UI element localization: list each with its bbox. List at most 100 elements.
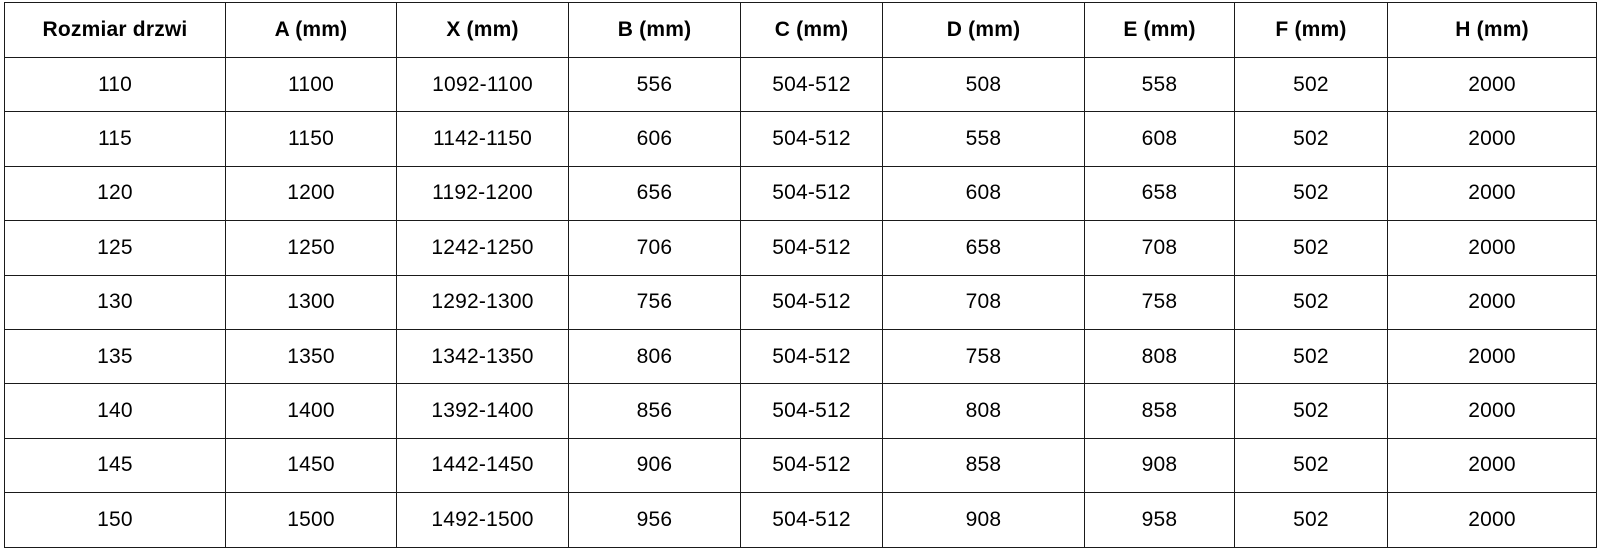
table-cell-r7-c2: 1442-1450 [396,437,569,494]
table-cell-r3-c0: 125 [4,220,226,276]
table-cell-r2-c1: 1200 [225,165,397,222]
table-cell-r5-c5: 758 [882,328,1085,385]
table-cell-r6-c2: 1392-1400 [396,383,569,439]
table-row: 125 1250 1242-1250 706 504-512 658 708 502 2000 [4,220,1597,276]
table-cell-r3-c5: 658 [882,220,1085,276]
table-cell-r0-c8: 2000 [1387,56,1597,113]
table-cell-r1-c0: 115 [4,111,226,167]
table-cell-r0-c0: 110 [4,56,226,113]
table-cell-r1-c1: 1150 [225,111,397,167]
table-cell-r6-c4: 504-512 [740,383,883,439]
table-cell-r2-c6: 658 [1084,165,1235,222]
table-row: 140 1400 1392-1400 856 504-512 808 858 502 2000 [4,383,1597,439]
table-cell-r6-c7: 502 [1234,383,1388,439]
column-header-8: H (mm) [1387,2,1597,58]
column-header-3: B (mm) [568,2,741,58]
table-cell-r3-c6: 708 [1084,220,1235,276]
table-cell-r5-c0: 135 [4,328,226,385]
table-cell-r6-c8: 2000 [1387,383,1597,439]
table-cell-r1-c3: 606 [568,111,741,167]
table-cell-r5-c2: 1342-1350 [396,328,569,385]
table-cell-r3-c1: 1250 [225,220,397,276]
table-cell-r4-c0: 130 [4,274,226,330]
table-cell-r7-c5: 858 [882,437,1085,494]
table-cell-r3-c4: 504-512 [740,220,883,276]
table-cell-r1-c8: 2000 [1387,111,1597,167]
table-cell-r7-c6: 908 [1084,437,1235,494]
table-header: Rozmiar drzwi A (mm) X (mm) B (mm) C (mm) D (… [4,2,1597,58]
table-cell-r4-c1: 1300 [225,274,397,330]
table-cell-r1-c2: 1142-1150 [396,111,569,167]
column-header-4: C (mm) [740,2,883,58]
table-cell-r1-c4: 504-512 [740,111,883,167]
table-cell-r7-c0: 145 [4,437,226,494]
table-cell-r8-c7: 502 [1234,492,1388,548]
column-header-2: X (mm) [396,2,569,58]
table-row: 110 1100 1092-1100 556 504-512 508 558 502 2000 [4,56,1597,113]
table-cell-r3-c8: 2000 [1387,220,1597,276]
table-row: 150 1500 1492-1500 956 504-512 908 958 502 2000 [4,492,1597,548]
table-cell-r2-c3: 656 [568,165,741,222]
table-cell-r8-c0: 150 [4,492,226,548]
table-cell-r0-c2: 1092-1100 [396,56,569,113]
table-cell-r4-c5: 708 [882,274,1085,330]
table-cell-r4-c2: 1292-1300 [396,274,569,330]
table-cell-r7-c3: 906 [568,437,741,494]
table-cell-r1-c5: 558 [882,111,1085,167]
table-cell-r2-c4: 504-512 [740,165,883,222]
table-cell-r0-c7: 502 [1234,56,1388,113]
column-header-0: Rozmiar drzwi [4,2,226,58]
table-cell-r7-c8: 2000 [1387,437,1597,494]
table-row: 145 1450 1442-1450 906 504-512 858 908 502 2000 [4,437,1597,494]
spec-table-container: Rozmiar drzwi A (mm) X (mm) B (mm) C (mm) D (… [4,2,1597,548]
table-cell-r8-c6: 958 [1084,492,1235,548]
table-cell-r8-c3: 956 [568,492,741,548]
table-cell-r8-c1: 1500 [225,492,397,548]
table-cell-r5-c6: 808 [1084,328,1235,385]
table-cell-r4-c8: 2000 [1387,274,1597,330]
table-cell-r7-c1: 1450 [225,437,397,494]
table-cell-r5-c4: 504-512 [740,328,883,385]
column-header-5: D (mm) [882,2,1085,58]
table-cell-r6-c3: 856 [568,383,741,439]
column-header-1: A (mm) [225,2,397,58]
column-header-7: F (mm) [1234,2,1388,58]
table-cell-r1-c6: 608 [1084,111,1235,167]
table-row: 130 1300 1292-1300 756 504-512 708 758 502 2000 [4,274,1597,330]
table-cell-r7-c7: 502 [1234,437,1388,494]
table-row: 120 1200 1192-1200 656 504-512 608 658 502 2000 [4,165,1597,222]
table-cell-r7-c4: 504-512 [740,437,883,494]
table-cell-r0-c3: 556 [568,56,741,113]
table-cell-r5-c7: 502 [1234,328,1388,385]
table-cell-r2-c2: 1192-1200 [396,165,569,222]
table-cell-r4-c6: 758 [1084,274,1235,330]
table-cell-r3-c2: 1242-1250 [396,220,569,276]
table-cell-r6-c0: 140 [4,383,226,439]
table-cell-r5-c3: 806 [568,328,741,385]
table-cell-r0-c6: 558 [1084,56,1235,113]
table-cell-r1-c7: 502 [1234,111,1388,167]
table-cell-r5-c1: 1350 [225,328,397,385]
table-cell-r4-c4: 504-512 [740,274,883,330]
table-cell-r2-c7: 502 [1234,165,1388,222]
table-cell-r6-c1: 1400 [225,383,397,439]
table-cell-r0-c4: 504-512 [740,56,883,113]
table-cell-r6-c5: 808 [882,383,1085,439]
table-row: 115 1150 1142-1150 606 504-512 558 608 502 2000 [4,111,1597,167]
table-cell-r6-c6: 858 [1084,383,1235,439]
table-cell-r0-c5: 508 [882,56,1085,113]
table-row: 135 1350 1342-1350 806 504-512 758 808 502 2000 [4,328,1597,385]
table-cell-r0-c1: 1100 [225,56,397,113]
column-header-6: E (mm) [1084,2,1235,58]
table-cell-r2-c5: 608 [882,165,1085,222]
table-cell-r3-c7: 502 [1234,220,1388,276]
table-header-row: Rozmiar drzwi A (mm) X (mm) B (mm) C (mm) D (… [4,2,1597,58]
door-size-specification-table: Rozmiar drzwi A (mm) X (mm) B (mm) C (mm) D (… [4,2,1597,548]
table-cell-r3-c3: 706 [568,220,741,276]
table-cell-r4-c3: 756 [568,274,741,330]
table-cell-r2-c8: 2000 [1387,165,1597,222]
table-cell-r2-c0: 120 [4,165,226,222]
table-cell-r5-c8: 2000 [1387,328,1597,385]
table-cell-r8-c8: 2000 [1387,492,1597,548]
table-body: 110 1100 1092-1100 556 504-512 508 558 502 2000 1… [4,56,1597,548]
